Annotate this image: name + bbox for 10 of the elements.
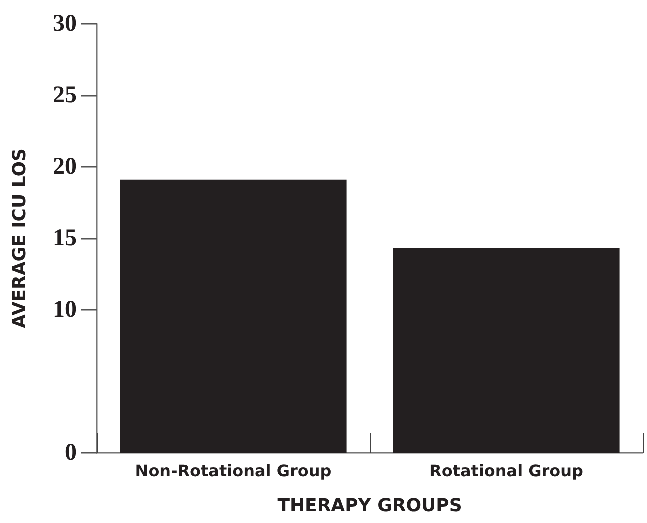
y-tick-label: 20 <box>53 154 77 180</box>
y-tick-label: 10 <box>53 297 77 323</box>
y-tick-label: 25 <box>53 82 77 108</box>
y-axis-title: AVERAGE ICU LOS <box>10 148 30 328</box>
y-tick-label: 0 <box>65 440 77 466</box>
y-tick-label: 30 <box>53 11 77 37</box>
x-axis-title: THERAPY GROUPS <box>278 496 462 516</box>
x-tick-label: Rotational Group <box>430 462 584 480</box>
x-tick-label: Non-Rotational Group <box>135 462 332 480</box>
y-tick-label: 15 <box>53 226 77 252</box>
